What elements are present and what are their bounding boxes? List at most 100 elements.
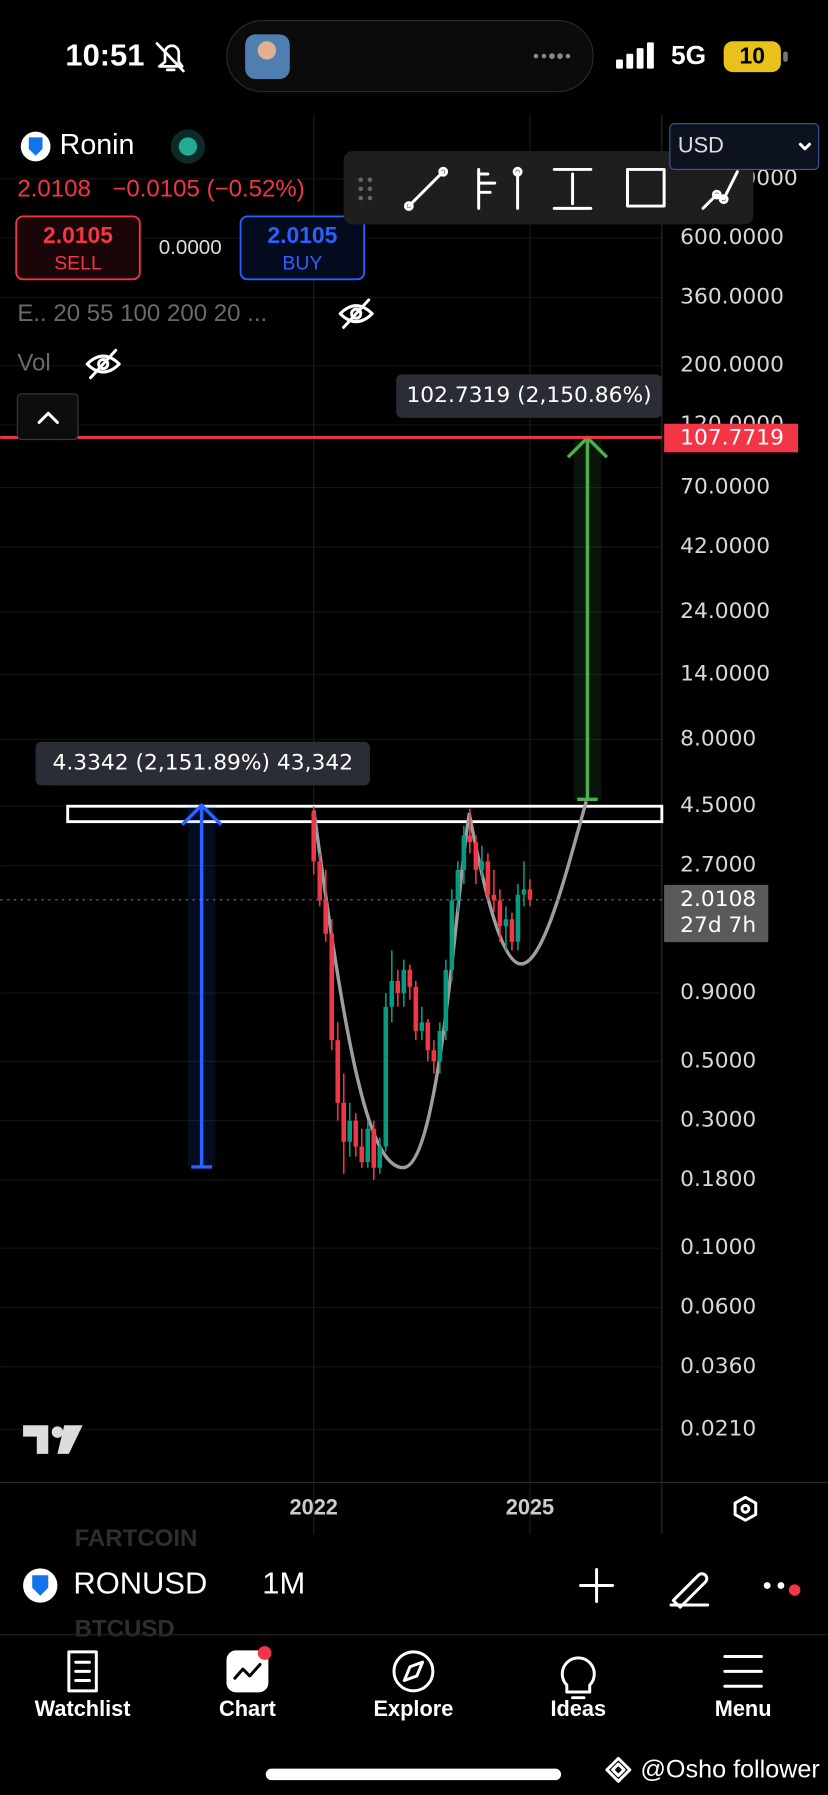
path-tool[interactable] <box>701 170 739 210</box>
drag-handle-part[interactable] <box>358 177 364 183</box>
ghost-symbol: BTCUSD <box>75 1615 175 1642</box>
more-button-part[interactable] <box>777 1582 785 1589</box>
candle-body <box>317 861 322 901</box>
vol-legend[interactable]: Vol <box>17 349 50 376</box>
currency-chevron[interactable] <box>798 142 812 151</box>
drag-handle-part[interactable] <box>367 177 373 183</box>
sell-button[interactable]: 2.0105 SELL <box>15 215 141 281</box>
y-tick-label: 0.1000 <box>680 1235 756 1260</box>
chart-icon[interactable] <box>226 1650 269 1693</box>
vol-hidden-icon-part[interactable] <box>89 348 118 380</box>
toolbar-symbol[interactable]: RONUSD <box>73 1566 207 1601</box>
more-button-part[interactable] <box>788 1584 801 1596</box>
ema-hidden-icon-part[interactable] <box>350 307 363 320</box>
cup-curve <box>312 800 588 1170</box>
collapse-chevron[interactable] <box>37 411 59 424</box>
candle-body <box>509 919 515 942</box>
buy-price[interactable]: 2.0105 <box>267 222 337 248</box>
candle-body <box>449 900 455 970</box>
fib-tool-part[interactable] <box>512 166 523 177</box>
collapse-button[interactable] <box>16 393 79 441</box>
vol-hidden-icon-part[interactable] <box>97 357 110 371</box>
draw-button[interactable] <box>669 1572 710 1609</box>
fib-tool-part[interactable] <box>477 172 497 194</box>
ema-legend[interactable]: E.. 20 55 100 200 20 ... <box>17 300 267 327</box>
add-button[interactable] <box>579 1567 615 1604</box>
sell-label[interactable]: SELL <box>54 253 102 275</box>
tab-label[interactable]: Explore <box>374 1696 454 1721</box>
toolbar-interval[interactable]: 1M <box>262 1566 305 1601</box>
drag-handle-part[interactable] <box>358 195 364 201</box>
currency-select[interactable]: USD <box>669 123 820 170</box>
trend-line-tool[interactable] <box>403 166 449 211</box>
candle-body <box>521 889 527 895</box>
ema-hidden-icon[interactable] <box>338 298 374 329</box>
more-button[interactable] <box>763 1582 801 1596</box>
watchlist-icon[interactable] <box>67 1650 98 1693</box>
x-tick-label: 2025 <box>506 1495 554 1520</box>
clock: 10:51 <box>65 37 144 72</box>
candle-body <box>359 1146 365 1163</box>
drag-handle-part[interactable] <box>367 186 373 192</box>
audio-dots-part <box>541 53 547 59</box>
settings-icon-center[interactable] <box>740 1503 751 1514</box>
ideas-icon[interactable] <box>560 1656 596 1700</box>
audio-dots <box>533 53 571 59</box>
drag-handle[interactable] <box>358 177 373 201</box>
candle-body <box>389 980 395 1007</box>
arrow-head <box>180 802 223 826</box>
trend-line-tool-part[interactable] <box>407 170 445 208</box>
vol-hidden-icon[interactable] <box>85 348 121 380</box>
explore-needle[interactable] <box>402 1660 425 1683</box>
watermark: @Osho follower <box>640 1756 819 1784</box>
path-tool-part[interactable] <box>711 189 722 200</box>
candle-body <box>371 1128 377 1168</box>
y-tick-label: 70.0000 <box>680 475 770 500</box>
sell-price[interactable]: 2.0105 <box>43 222 113 248</box>
candle-body <box>425 1022 431 1051</box>
drag-handle-part[interactable] <box>358 186 364 192</box>
explore-icon[interactable] <box>392 1650 435 1693</box>
battery <box>723 41 781 73</box>
sell-box[interactable] <box>15 215 141 281</box>
price-change: −0.0105 (−0.52%) <box>112 175 304 202</box>
measure-tool[interactable] <box>552 167 593 210</box>
candle-body <box>323 900 329 934</box>
menu-icon[interactable] <box>723 1654 763 1688</box>
tab-label[interactable]: Ideas <box>550 1696 606 1721</box>
buy-button[interactable]: 2.0105 BUY <box>239 215 366 281</box>
tab-label[interactable]: Watchlist <box>35 1696 131 1721</box>
tab-label[interactable]: Chart <box>219 1696 276 1721</box>
drag-handle-part[interactable] <box>367 195 373 201</box>
tab-icons[interactable] <box>67 1650 763 1700</box>
more-button-part[interactable] <box>763 1582 771 1589</box>
mute-icon <box>155 42 185 73</box>
chart-icon-line[interactable] <box>233 1663 262 1680</box>
settings-icon[interactable] <box>733 1495 758 1522</box>
buy-box[interactable] <box>239 215 366 281</box>
rectangle-tool-part[interactable] <box>626 167 666 208</box>
fib-tool[interactable] <box>477 166 523 210</box>
candle-body <box>515 894 521 942</box>
trend-line-tool-part[interactable] <box>403 201 414 211</box>
symbol-toolbar: FARTCOIN BTCUSD RONUSD 1M <box>0 1525 828 1642</box>
y-tick-label: 0.5000 <box>680 1048 756 1073</box>
candle-body <box>395 980 401 994</box>
tab-label[interactable]: Menu <box>715 1696 772 1721</box>
tv-logo-part <box>57 1425 83 1454</box>
ema-hidden-icon-part[interactable] <box>342 298 371 329</box>
trend-line-tool-part[interactable] <box>438 166 449 177</box>
symbol-name[interactable]: Ronin <box>60 129 135 161</box>
path-tool-part[interactable] <box>718 194 729 205</box>
candle-body <box>407 969 413 987</box>
spread: 0.0000 <box>159 236 222 259</box>
candle-body <box>401 969 407 994</box>
dynamic-island <box>226 20 594 93</box>
buy-label[interactable]: BUY <box>282 253 322 275</box>
battery-cap <box>783 51 788 62</box>
y-tick-label: 0.9000 <box>680 980 756 1005</box>
currency-box[interactable] <box>669 123 820 170</box>
candle-body <box>503 919 509 927</box>
rectangle-tool[interactable] <box>626 167 666 208</box>
currency[interactable]: USD <box>678 132 724 157</box>
